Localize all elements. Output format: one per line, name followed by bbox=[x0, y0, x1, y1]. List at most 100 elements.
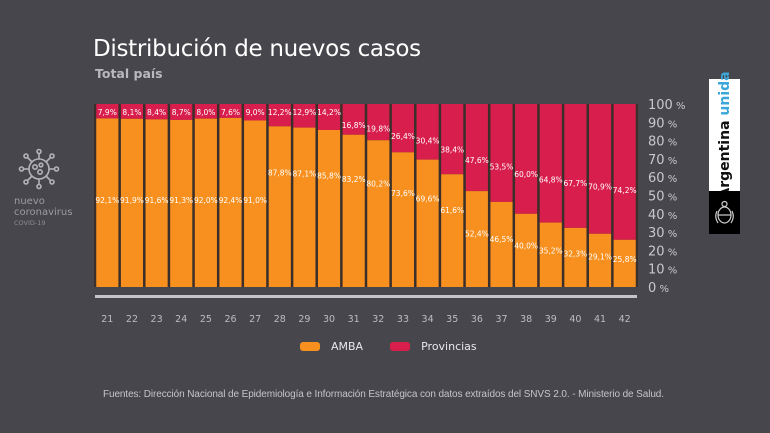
label-amba-39: 35,2% bbox=[539, 247, 563, 256]
y-tick-10: 10 % bbox=[648, 263, 677, 278]
bar-provincias-34 bbox=[416, 104, 439, 160]
x-tick-35: 35 bbox=[446, 314, 458, 325]
label-provincias-34: 30,4% bbox=[416, 136, 440, 145]
label-amba-23: 91,6% bbox=[145, 196, 169, 205]
bar-provincias-29 bbox=[293, 104, 316, 128]
bar-provincias-33 bbox=[391, 104, 415, 153]
coronavirus-logo: nuevo coronavirus COVID-19 bbox=[14, 148, 76, 227]
x-axis-baseline bbox=[95, 295, 637, 298]
x-tick-24: 24 bbox=[175, 314, 187, 325]
label-provincias-35: 38,4% bbox=[440, 146, 464, 155]
bar-provincias-30 bbox=[317, 104, 341, 130]
label-amba-22: 91,9% bbox=[120, 196, 144, 205]
label-amba-28: 87,8% bbox=[268, 169, 292, 178]
bar-amba-28 bbox=[268, 126, 291, 288]
bar-amba-38 bbox=[515, 213, 538, 287]
bar-provincias-36 bbox=[465, 104, 488, 192]
label-provincias-22: 8,1% bbox=[122, 108, 141, 117]
brand-text: Argentina unida bbox=[717, 71, 733, 198]
virus-icon bbox=[18, 148, 60, 190]
label-provincias-28: 12,2% bbox=[268, 108, 292, 117]
x-tick-41: 41 bbox=[594, 314, 606, 325]
x-tick-42: 42 bbox=[619, 314, 631, 325]
label-provincias-31: 16,8% bbox=[342, 121, 366, 130]
label-provincias-25: 8,0% bbox=[196, 108, 215, 117]
label-provincias-21: 7,9% bbox=[98, 108, 117, 117]
x-tick-23: 23 bbox=[151, 314, 163, 325]
x-tick-32: 32 bbox=[372, 314, 384, 325]
y-tick-20: 20 % bbox=[648, 244, 677, 259]
label-amba-21: 92,1% bbox=[95, 196, 119, 205]
x-tick-30: 30 bbox=[323, 314, 335, 325]
coat-of-arms-icon bbox=[715, 200, 734, 224]
label-provincias-42: 74,2% bbox=[613, 186, 637, 195]
bar-amba-26 bbox=[219, 117, 242, 288]
x-tick-37: 37 bbox=[495, 314, 507, 325]
y-tick-100: 100 % bbox=[648, 98, 686, 113]
x-tick-33: 33 bbox=[397, 314, 409, 325]
label-amba-29: 87,1% bbox=[292, 170, 316, 179]
bar-provincias-25 bbox=[194, 104, 217, 119]
label-provincias-23: 8,4% bbox=[147, 108, 166, 117]
label-amba-30: 85,8% bbox=[317, 172, 341, 181]
bar-provincias-32 bbox=[367, 104, 390, 141]
label-amba-31: 83,2% bbox=[342, 175, 366, 184]
label-amba-36: 52,4% bbox=[465, 229, 489, 238]
label-provincias-29: 12,9% bbox=[292, 108, 316, 117]
x-tick-26: 26 bbox=[224, 314, 236, 325]
label-amba-40: 32,3% bbox=[563, 249, 587, 258]
bar-amba-22 bbox=[120, 118, 144, 287]
label-provincias-40: 67,7% bbox=[563, 179, 587, 188]
legend-label-amba: AMBA bbox=[331, 340, 364, 353]
x-tick-31: 31 bbox=[348, 314, 360, 325]
bar-provincias-42 bbox=[613, 104, 636, 240]
bar-amba-31 bbox=[342, 134, 365, 287]
bar-amba-39 bbox=[539, 222, 562, 287]
brand-emblem-panel bbox=[709, 191, 740, 234]
bar-provincias-26 bbox=[219, 104, 242, 118]
logo-line-1: nuevo bbox=[14, 196, 45, 207]
label-amba-38: 40,0% bbox=[514, 242, 538, 251]
x-tick-28: 28 bbox=[274, 314, 286, 325]
bar-amba-25 bbox=[194, 118, 217, 287]
label-provincias-32: 19,8% bbox=[366, 124, 390, 133]
label-amba-32: 80,2% bbox=[366, 180, 390, 189]
bar-amba-29 bbox=[293, 127, 316, 288]
label-provincias-37: 53,5% bbox=[490, 163, 514, 172]
x-tick-36: 36 bbox=[471, 314, 483, 325]
label-amba-27: 91,0% bbox=[243, 196, 267, 205]
bar-provincias-21 bbox=[96, 104, 119, 119]
brand-word-unida: unida bbox=[716, 71, 733, 116]
y-tick-40: 40 % bbox=[648, 208, 677, 223]
y-tick-50: 50 % bbox=[648, 190, 677, 205]
label-amba-24: 91,3% bbox=[169, 196, 193, 205]
y-tick-90: 90 % bbox=[648, 116, 677, 131]
label-provincias-33: 26,4% bbox=[391, 132, 415, 141]
bar-amba-32 bbox=[367, 140, 390, 287]
bar-amba-42 bbox=[613, 239, 636, 287]
legend-item-amba: AMBA bbox=[300, 340, 363, 353]
label-amba-41: 29,1% bbox=[588, 253, 612, 262]
chart-title: Distribución de nuevos casos bbox=[93, 36, 421, 62]
bar-provincias-37 bbox=[490, 104, 513, 202]
label-amba-26: 92,4% bbox=[219, 196, 243, 205]
y-tick-30: 30 % bbox=[648, 226, 677, 241]
x-tick-27: 27 bbox=[249, 314, 261, 325]
bar-provincias-41 bbox=[588, 104, 612, 234]
argentina-unida-brand: Argentina unida bbox=[709, 71, 740, 234]
legend-swatch-provincias bbox=[390, 342, 411, 351]
bar-provincias-40 bbox=[564, 104, 587, 228]
bar-provincias-27 bbox=[244, 104, 267, 121]
bar-amba-27 bbox=[244, 120, 267, 287]
bar-provincias-28 bbox=[268, 104, 291, 127]
bar-amba-41 bbox=[588, 233, 612, 287]
bar-amba-30 bbox=[317, 129, 341, 287]
label-provincias-36: 47,6% bbox=[465, 156, 489, 165]
chart-subtitle: Total país bbox=[95, 66, 163, 81]
source-note: Fuentes: Dirección Nacional de Epidemiol… bbox=[103, 389, 664, 400]
brand-word-argentina: Argentina bbox=[716, 120, 733, 199]
x-tick-29: 29 bbox=[298, 314, 310, 325]
label-amba-34: 69,6% bbox=[416, 195, 440, 204]
bar-provincias-22 bbox=[120, 104, 144, 119]
bar-amba-37 bbox=[490, 201, 513, 287]
